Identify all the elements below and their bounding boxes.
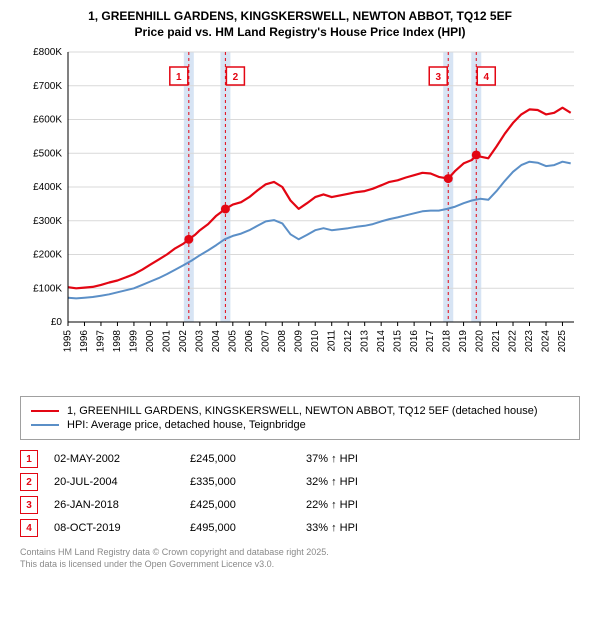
transaction-diff: 33% ↑ HPI <box>306 522 416 534</box>
transaction-badge: 2 <box>20 473 38 491</box>
x-tick-label: 2005 <box>227 330 238 353</box>
legend-item: 1, GREENHILL GARDENS, KINGSKERSWELL, NEW… <box>31 405 569 417</box>
x-tick-label: 2014 <box>376 330 387 353</box>
transaction-row: 3 26-JAN-2018 £425,000 22% ↑ HPI <box>20 496 580 514</box>
x-tick-label: 2004 <box>211 330 222 353</box>
x-tick-label: 2018 <box>442 330 453 353</box>
x-tick-label: 1999 <box>129 330 140 353</box>
legend-swatch <box>31 424 59 426</box>
y-tick-label: £800K <box>33 47 62 58</box>
transaction-diff: 37% ↑ HPI <box>306 453 416 465</box>
annotation-number: 2 <box>233 72 239 83</box>
x-tick-label: 2012 <box>343 330 354 353</box>
legend: 1, GREENHILL GARDENS, KINGSKERSWELL, NEW… <box>20 396 580 440</box>
footer-attribution: Contains HM Land Registry data © Crown c… <box>20 547 580 570</box>
transaction-date: 02-MAY-2002 <box>54 453 174 465</box>
x-tick-label: 2020 <box>475 330 486 353</box>
annotation-number: 3 <box>435 72 441 83</box>
footer-line-2: This data is licensed under the Open Gov… <box>20 559 580 571</box>
transactions-table: 1 02-MAY-2002 £245,000 37% ↑ HPI 2 20-JUL-200… <box>20 450 580 537</box>
transaction-row: 4 08-OCT-2019 £495,000 33% ↑ HPI <box>20 519 580 537</box>
x-tick-label: 2016 <box>409 330 420 353</box>
y-tick-label: £700K <box>33 81 62 92</box>
y-tick-label: £300K <box>33 216 62 227</box>
x-tick-label: 2017 <box>425 330 436 353</box>
y-tick-label: £200K <box>33 250 62 261</box>
footer-line-1: Contains HM Land Registry data © Crown c… <box>20 547 580 559</box>
transaction-price: £495,000 <box>190 522 290 534</box>
transaction-marker <box>444 174 453 183</box>
x-tick-label: 2015 <box>392 330 403 353</box>
legend-swatch <box>31 410 59 412</box>
transaction-badge: 4 <box>20 519 38 537</box>
x-tick-label: 2025 <box>557 330 568 353</box>
transaction-badge: 3 <box>20 496 38 514</box>
y-tick-label: £100K <box>33 284 62 295</box>
y-tick-label: £600K <box>33 115 62 126</box>
y-tick-label: £0 <box>51 317 63 328</box>
x-tick-label: 2013 <box>359 330 370 353</box>
x-tick-label: 2019 <box>458 330 469 353</box>
x-tick-label: 1998 <box>112 330 123 353</box>
transaction-marker <box>472 151 481 160</box>
x-tick-label: 1996 <box>79 330 90 353</box>
transaction-diff: 22% ↑ HPI <box>306 499 416 511</box>
transaction-row: 1 02-MAY-2002 £245,000 37% ↑ HPI <box>20 450 580 468</box>
x-tick-label: 2003 <box>194 330 205 353</box>
title-line-1: 1, GREENHILL GARDENS, KINGSKERSWELL, NEW… <box>10 8 590 24</box>
y-tick-label: £400K <box>33 182 62 193</box>
transaction-date: 08-OCT-2019 <box>54 522 174 534</box>
chart-title: 1, GREENHILL GARDENS, KINGSKERSWELL, NEW… <box>10 8 590 40</box>
legend-label: 1, GREENHILL GARDENS, KINGSKERSWELL, NEW… <box>67 405 538 417</box>
x-tick-label: 1997 <box>96 330 107 353</box>
x-tick-label: 2006 <box>244 330 255 353</box>
transaction-marker <box>221 205 230 214</box>
x-tick-label: 2021 <box>491 330 502 353</box>
x-tick-label: 1995 <box>63 330 74 353</box>
legend-label: HPI: Average price, detached house, Teig… <box>67 419 306 431</box>
x-tick-label: 2000 <box>145 330 156 353</box>
x-tick-label: 2023 <box>524 330 535 353</box>
transaction-badge: 1 <box>20 450 38 468</box>
transaction-date: 26-JAN-2018 <box>54 499 174 511</box>
transaction-date: 20-JUL-2004 <box>54 476 174 488</box>
annotation-number: 4 <box>483 72 489 83</box>
transaction-marker <box>184 235 193 244</box>
x-tick-label: 2022 <box>508 330 519 353</box>
transaction-diff: 32% ↑ HPI <box>306 476 416 488</box>
transaction-price: £245,000 <box>190 453 290 465</box>
x-tick-label: 2001 <box>162 330 173 353</box>
transaction-row: 2 20-JUL-2004 £335,000 32% ↑ HPI <box>20 473 580 491</box>
title-line-2: Price paid vs. HM Land Registry's House … <box>10 24 590 40</box>
x-tick-label: 2011 <box>326 330 337 352</box>
x-tick-label: 2007 <box>260 330 271 353</box>
x-tick-label: 2010 <box>310 330 321 353</box>
legend-item: HPI: Average price, detached house, Teig… <box>31 419 569 431</box>
price-chart: £0 £100K £200K £300K £400K £500K £600K £700K £80… <box>20 46 580 386</box>
x-tick-label: 2009 <box>293 330 304 353</box>
transaction-price: £425,000 <box>190 499 290 511</box>
annotation-number: 1 <box>176 72 182 83</box>
y-tick-label: £500K <box>33 149 62 160</box>
x-tick-label: 2002 <box>178 330 189 353</box>
transaction-price: £335,000 <box>190 476 290 488</box>
x-tick-label: 2008 <box>277 330 288 353</box>
x-tick-label: 2024 <box>541 330 552 353</box>
